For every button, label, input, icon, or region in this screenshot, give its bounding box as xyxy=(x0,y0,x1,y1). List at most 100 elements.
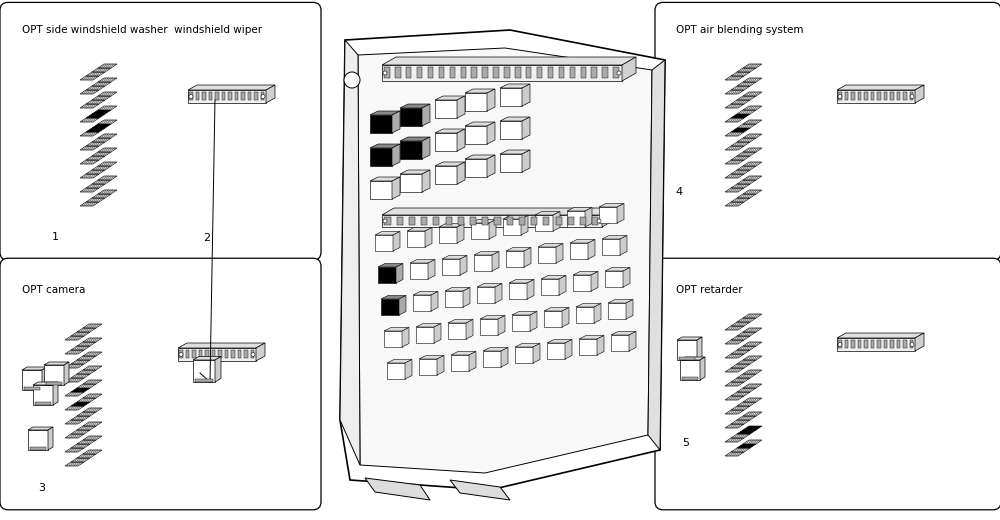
Polygon shape xyxy=(535,215,553,231)
Polygon shape xyxy=(544,311,562,327)
Polygon shape xyxy=(731,364,750,368)
Polygon shape xyxy=(382,215,602,227)
Bar xyxy=(231,350,235,358)
Polygon shape xyxy=(599,203,624,207)
Polygon shape xyxy=(83,338,102,342)
Polygon shape xyxy=(450,480,510,500)
Polygon shape xyxy=(375,231,400,235)
Polygon shape xyxy=(611,335,629,351)
Polygon shape xyxy=(515,344,540,347)
Polygon shape xyxy=(457,96,465,118)
Polygon shape xyxy=(680,357,705,360)
Bar xyxy=(494,217,501,225)
Polygon shape xyxy=(410,263,428,279)
Polygon shape xyxy=(535,212,560,215)
Bar xyxy=(458,217,464,225)
Polygon shape xyxy=(477,283,502,287)
Bar xyxy=(877,92,881,100)
Polygon shape xyxy=(400,141,422,159)
FancyBboxPatch shape xyxy=(655,3,1000,260)
Polygon shape xyxy=(915,333,924,351)
Polygon shape xyxy=(737,110,756,114)
Polygon shape xyxy=(399,295,406,315)
Bar xyxy=(196,92,199,100)
Polygon shape xyxy=(731,170,750,174)
Polygon shape xyxy=(725,368,744,372)
Polygon shape xyxy=(725,382,744,386)
Polygon shape xyxy=(92,110,111,114)
Circle shape xyxy=(838,95,842,98)
Bar xyxy=(433,217,439,225)
Bar xyxy=(228,92,232,100)
Polygon shape xyxy=(393,231,400,251)
Polygon shape xyxy=(422,104,430,126)
Bar xyxy=(897,340,900,348)
Polygon shape xyxy=(178,343,265,348)
Bar xyxy=(46,382,62,385)
Polygon shape xyxy=(425,228,432,247)
Polygon shape xyxy=(435,133,457,151)
Polygon shape xyxy=(487,89,495,111)
Polygon shape xyxy=(474,252,499,255)
Polygon shape xyxy=(370,148,392,166)
Polygon shape xyxy=(725,354,744,358)
Polygon shape xyxy=(83,436,102,440)
Bar xyxy=(261,92,264,100)
Polygon shape xyxy=(80,90,99,94)
Polygon shape xyxy=(370,111,400,115)
Bar xyxy=(202,92,206,100)
Polygon shape xyxy=(370,144,400,148)
Polygon shape xyxy=(731,448,750,452)
Polygon shape xyxy=(522,117,530,139)
Polygon shape xyxy=(42,367,47,390)
Polygon shape xyxy=(547,343,565,359)
Polygon shape xyxy=(743,426,762,430)
Polygon shape xyxy=(77,328,96,332)
Polygon shape xyxy=(743,384,762,388)
FancyBboxPatch shape xyxy=(0,3,321,260)
Polygon shape xyxy=(731,322,750,326)
Polygon shape xyxy=(460,255,467,275)
Polygon shape xyxy=(407,228,432,231)
Bar xyxy=(461,68,466,78)
Polygon shape xyxy=(512,311,537,315)
Polygon shape xyxy=(725,76,744,80)
Polygon shape xyxy=(266,85,275,103)
Polygon shape xyxy=(445,288,470,291)
Polygon shape xyxy=(556,243,563,263)
Polygon shape xyxy=(71,416,90,420)
Bar xyxy=(858,92,861,100)
Polygon shape xyxy=(428,259,435,279)
Polygon shape xyxy=(77,342,96,346)
Bar xyxy=(851,92,855,100)
Polygon shape xyxy=(837,333,924,338)
Bar xyxy=(251,350,254,358)
Polygon shape xyxy=(71,444,90,448)
Polygon shape xyxy=(80,76,99,80)
Polygon shape xyxy=(80,160,99,164)
Polygon shape xyxy=(522,150,530,172)
Bar xyxy=(238,350,241,358)
Polygon shape xyxy=(83,324,102,328)
Bar xyxy=(446,217,452,225)
Bar xyxy=(884,340,887,348)
Polygon shape xyxy=(83,380,102,384)
Polygon shape xyxy=(256,343,265,361)
Polygon shape xyxy=(725,188,744,192)
Polygon shape xyxy=(77,398,96,402)
Polygon shape xyxy=(605,271,623,287)
Circle shape xyxy=(910,95,914,98)
Polygon shape xyxy=(98,78,117,82)
FancyBboxPatch shape xyxy=(0,258,321,510)
Polygon shape xyxy=(608,303,626,319)
Text: 3: 3 xyxy=(38,483,45,493)
Polygon shape xyxy=(448,323,466,339)
Bar xyxy=(515,68,521,78)
Polygon shape xyxy=(680,360,700,380)
Polygon shape xyxy=(731,198,750,202)
Polygon shape xyxy=(725,160,744,164)
Polygon shape xyxy=(500,88,522,106)
Polygon shape xyxy=(498,316,505,335)
Polygon shape xyxy=(471,219,496,223)
Polygon shape xyxy=(602,208,614,227)
